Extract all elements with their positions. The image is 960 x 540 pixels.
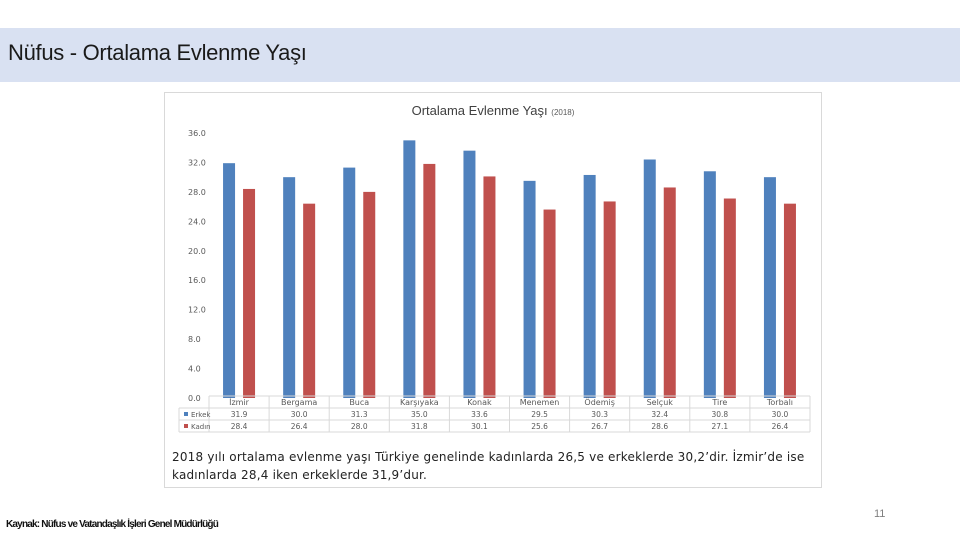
y-tick-label: 36.0 <box>188 129 206 138</box>
chart-title-line: Ortalama Evlenme Yaşı (2018) <box>165 103 821 118</box>
data-label: 28.0 <box>351 422 368 431</box>
category-label: Ödemiş <box>584 397 614 407</box>
data-label: 35.0 <box>411 410 428 419</box>
data-label: 31.8 <box>411 422 428 431</box>
data-label: 25.6 <box>531 422 548 431</box>
data-label: 26.4 <box>291 422 308 431</box>
bar-kadin <box>543 209 556 398</box>
data-label: 30.0 <box>291 410 308 419</box>
legend-label: Erkek <box>191 411 211 419</box>
bar-kadin <box>663 187 676 398</box>
data-label: 26.4 <box>772 422 789 431</box>
bar-erkek <box>703 171 716 398</box>
bar-erkek <box>463 150 476 398</box>
y-tick-label: 4.0 <box>188 365 201 374</box>
category-label: Torbalı <box>766 398 793 407</box>
data-label: 31.3 <box>351 410 368 419</box>
y-tick-label: 8.0 <box>188 335 201 344</box>
bar-erkek <box>523 180 536 398</box>
data-label: 30.8 <box>711 410 728 419</box>
data-label: 31.9 <box>231 410 248 419</box>
bar-chart: 0.0 4.0 8.0 12.0 16.0 20.0 24.0 28.0 32.0 36.0 İzm… <box>178 129 811 433</box>
data-label: 26.7 <box>591 422 608 431</box>
category-label: İzmir <box>229 397 250 407</box>
legend-key <box>184 424 188 428</box>
bar-kadin <box>303 203 316 398</box>
data-label: 27.1 <box>711 422 728 431</box>
y-tick-label: 0.0 <box>188 394 201 403</box>
data-label: 29.5 <box>531 410 548 419</box>
bar-erkek <box>403 140 416 398</box>
data-label: 28.6 <box>651 422 668 431</box>
legend-key <box>184 412 188 416</box>
bar-erkek <box>343 167 356 398</box>
bar-kadin <box>723 198 736 398</box>
bar-kadin <box>783 203 796 398</box>
y-tick-label: 28.0 <box>188 188 206 197</box>
category-label: Konak <box>467 398 492 407</box>
bar-kadin <box>243 188 256 398</box>
category-label: Karşıyaka <box>400 398 439 407</box>
chart-title: Ortalama Evlenme Yaşı <box>411 103 548 118</box>
y-tick-label: 24.0 <box>188 217 206 226</box>
category-label: Selçuk <box>647 398 674 407</box>
data-label: 30.1 <box>471 422 488 431</box>
y-tick-label: 32.0 <box>188 158 206 167</box>
bar-kadin <box>603 201 616 398</box>
y-tick-label: 12.0 <box>188 306 206 315</box>
category-label: Buca <box>349 398 369 407</box>
data-label: 30.0 <box>772 410 789 419</box>
chart-container: Ortalama Evlenme Yaşı (2018) 0.0 4.0 8.0 12… <box>164 92 822 488</box>
category-label: Tire <box>711 398 727 407</box>
data-label: 33.6 <box>471 410 488 419</box>
data-label: 32.4 <box>651 410 668 419</box>
bar-kadin <box>483 176 496 398</box>
y-tick-label: 16.0 <box>188 276 206 285</box>
chart-caption: 2018 yılı ortalama evlenme yaşı Türkiye … <box>172 450 805 482</box>
bar-kadin <box>423 163 436 398</box>
bar-erkek <box>223 163 236 398</box>
chart-subtitle: (2018) <box>551 108 575 117</box>
source-note: Kaynak: Nüfus ve Vatandaşlık İşleri Gene… <box>6 519 219 530</box>
page-number: 11 <box>874 508 886 520</box>
bar-erkek <box>763 177 776 398</box>
legend-label: Kadın <box>191 423 211 431</box>
data-label: 30.3 <box>591 410 608 419</box>
bar-erkek <box>643 159 656 398</box>
slide-title: Nüfus - Ortalama Evlenme Yaşı <box>8 40 307 65</box>
category-label: Bergama <box>281 398 317 407</box>
bar-erkek <box>583 174 596 398</box>
category-label: Menemen <box>520 398 560 407</box>
y-tick-label: 20.0 <box>188 247 206 256</box>
title-band: Nüfus - Ortalama Evlenme Yaşı <box>0 28 960 82</box>
bar-kadin <box>363 191 376 398</box>
bar-erkek <box>283 177 296 398</box>
data-label: 28.4 <box>231 422 248 431</box>
